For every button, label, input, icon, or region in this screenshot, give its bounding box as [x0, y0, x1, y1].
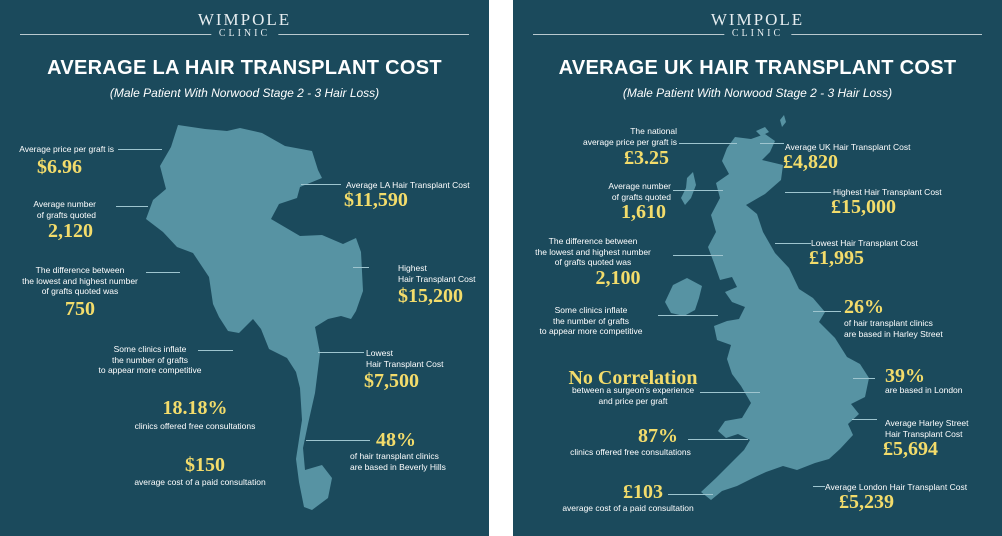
la-price-per-graft-label: Average price per graft is: [19, 144, 114, 154]
wimpole-clinic-logo: WIMPOLE CLINIC: [0, 10, 489, 40]
la-highest-cost-label: Highest Hair Transplant Cost: [398, 263, 476, 284]
la-highest-cost-value: $15,200: [398, 285, 463, 307]
la-beverly-hills-label: of hair transplant clinics are based in …: [350, 451, 446, 472]
la-paid-consult-value: $150: [185, 454, 225, 476]
la-graft-difference-label: The difference between the lowest and hi…: [22, 265, 138, 296]
uk-avg-grafts-label: Average number of grafts quoted: [608, 181, 671, 202]
uk-paid-consult-label: average cost of a paid consultation: [562, 503, 694, 513]
la-free-consult-label: clinics offered free consultations: [134, 421, 256, 431]
uk-highest-cost-label: Highest Hair Transplant Cost: [833, 187, 942, 197]
uk-london-value: 39%: [885, 365, 925, 387]
la-price-per-graft-value: $6.96: [37, 156, 82, 178]
uk-title: AVERAGE UK HAIR TRANSPLANT COST: [558, 57, 957, 79]
logo-brand-sub: CLINIC: [210, 28, 279, 40]
orkney-islands-shape: [756, 127, 769, 136]
logo-brand-name: WIMPOLE: [710, 10, 805, 29]
logo-brand-name: WIMPOLE: [197, 10, 292, 29]
uk-highest-cost-value: £15,000: [831, 196, 896, 218]
la-title: AVERAGE LA HAIR TRANSPLANT COST: [47, 57, 442, 79]
uk-average-cost-value: £4,820: [783, 151, 838, 173]
shetland-islands-shape: [780, 115, 786, 127]
la-city-shape: [146, 125, 363, 510]
wimpole-clinic-logo: WIMPOLE CLINIC: [513, 10, 1002, 40]
la-avg-grafts-value: 2,120: [48, 220, 93, 242]
la-graft-difference-value: 750: [65, 298, 95, 320]
uk-correlation-label: between a surgeon's experience and price…: [571, 385, 695, 406]
uk-paid-consult-value: £103: [623, 481, 663, 503]
uk-subtitle: (Male Patient With Norwood Stage 2 - 3 H…: [622, 86, 893, 100]
logo-brand-sub: CLINIC: [723, 28, 792, 40]
uk-london-avg-label: Average London Hair Transplant Cost: [825, 482, 968, 492]
uk-average-cost-label: Average UK Hair Transplant Cost: [785, 142, 911, 152]
la-free-consult-value: 18.18%: [162, 397, 228, 419]
uk-lowest-cost-value: £1,995: [809, 247, 864, 269]
uk-price-per-graft-label: The national average price per graft is: [582, 126, 677, 147]
uk-london-avg-value: £5,239: [839, 491, 894, 513]
uk-harley-avg-value: £5,694: [883, 438, 938, 460]
uk-free-consult-label: clinics offered free consultations: [570, 447, 691, 457]
los-angeles-map: [146, 125, 363, 510]
uk-price-per-graft-value: £3.25: [624, 147, 669, 169]
uk-infographic-panel: WIMPOLE CLINIC AVERAGE UK HAIR TRANSPLAN…: [513, 0, 1002, 536]
uk-graft-difference-value: 2,100: [595, 267, 641, 289]
uk-harley-avg-label: Average Harley Street Hair Transplant Co…: [885, 418, 969, 439]
uk-avg-grafts-value: 1,610: [621, 201, 666, 223]
la-subtitle: (Male Patient With Norwood Stage 2 - 3 H…: [109, 86, 380, 100]
la-inflate-note: Some clinics inflate the number of graft…: [98, 344, 202, 375]
uk-london-label: are based in London: [885, 385, 963, 395]
la-lowest-cost-value: $7,500: [364, 370, 419, 392]
uk-correlation-value: No Correlation: [568, 367, 698, 389]
uk-harley-street-label: of hair transplant clinics are based in …: [844, 318, 943, 339]
hebrides-islands-shape: [681, 172, 696, 205]
uk-inflate-note: Some clinics inflate the number of graft…: [539, 305, 643, 336]
uk-lowest-cost-label: Lowest Hair Transplant Cost: [811, 238, 918, 248]
la-average-cost-label: Average LA Hair Transplant Cost: [346, 180, 470, 190]
la-beverly-hills-value: 48%: [376, 429, 416, 451]
la-paid-consult-label: average cost of a paid consultation: [134, 477, 266, 487]
great-britain-shape: [701, 134, 869, 500]
la-infographic-panel: WIMPOLE CLINIC AVERAGE LA HAIR TRANSPLAN…: [0, 0, 489, 536]
uk-map: [665, 115, 869, 500]
la-average-cost-value: $11,590: [344, 189, 408, 211]
la-avg-grafts-label: Average number of grafts quoted: [33, 199, 96, 220]
uk-graft-difference-label: The difference between the lowest and hi…: [535, 236, 651, 267]
uk-harley-street-value: 26%: [844, 296, 884, 318]
la-lowest-cost-label: Lowest Hair Transplant Cost: [366, 348, 444, 369]
ireland-shape: [665, 278, 702, 316]
uk-free-consult-value: 87%: [638, 425, 678, 447]
